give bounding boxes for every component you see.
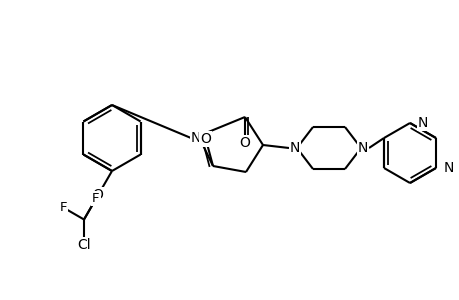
Text: N: N — [190, 131, 201, 145]
Text: N: N — [289, 141, 300, 155]
Text: N: N — [357, 141, 367, 155]
Text: N: N — [417, 116, 427, 130]
Text: O: O — [200, 132, 211, 146]
Text: F: F — [59, 201, 67, 214]
Text: N: N — [443, 161, 453, 175]
Text: O: O — [239, 136, 250, 150]
Text: Cl: Cl — [77, 238, 90, 253]
Text: F: F — [92, 192, 100, 205]
Text: O: O — [92, 188, 103, 202]
